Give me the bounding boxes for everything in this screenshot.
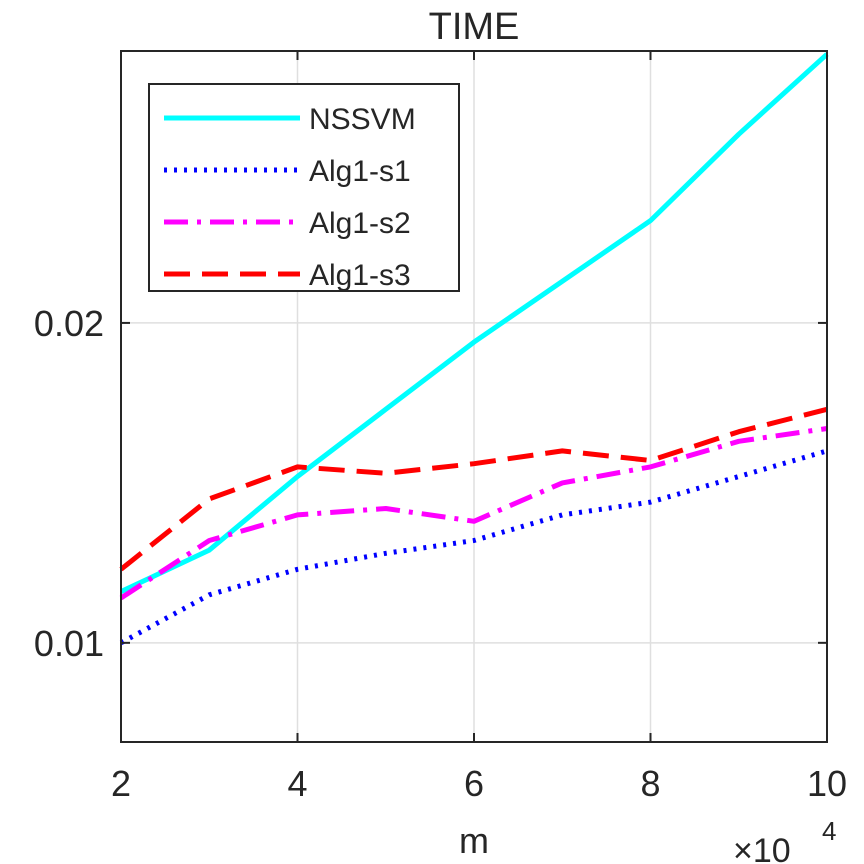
x-exponent-power: 4 [822,816,836,846]
y-tick-label: 0.01 [34,623,104,664]
x-axis-label: m [459,820,489,861]
series-line-alg1-s2 [119,426,828,601]
chart-title: TIME [429,6,520,48]
series-line-nssvm [119,52,829,594]
x-tick-label: 4 [287,763,307,804]
series-line-alg1-s1 [119,448,828,645]
x-tick-label: 8 [640,763,660,804]
ticks [120,51,828,742]
legend: NSSVM Alg1-s1 Alg1-s2 Alg1-s3 [148,83,460,292]
legend-label-alg1-s3: Alg1-s3 [309,259,411,292]
x-tick-label: 2 [111,763,131,804]
x-exponent-base: ×10 [733,832,791,864]
legend-label-alg1-s1: Alg1-s1 [309,155,411,188]
legend-label-nssvm: NSSVM [309,103,416,136]
legend-label-alg1-s2: Alg1-s2 [309,207,411,240]
series-layer [119,52,829,645]
x-tick-label: 10 [807,763,847,804]
x-exponent: ×10 4 [733,816,836,864]
y-tick-label: 0.02 [34,303,104,344]
tick-labels: 2 4 6 8 10 0.01 0.02 [34,303,847,804]
x-tick-label: 6 [464,763,484,804]
series-line-alg1-s3 [119,406,828,572]
